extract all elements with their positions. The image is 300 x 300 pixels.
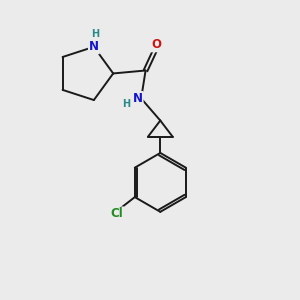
- Text: H: H: [91, 29, 99, 40]
- Text: N: N: [89, 40, 99, 53]
- Text: N: N: [133, 92, 142, 105]
- Text: H: H: [122, 99, 130, 110]
- Text: Cl: Cl: [111, 207, 124, 220]
- Text: O: O: [151, 38, 161, 51]
